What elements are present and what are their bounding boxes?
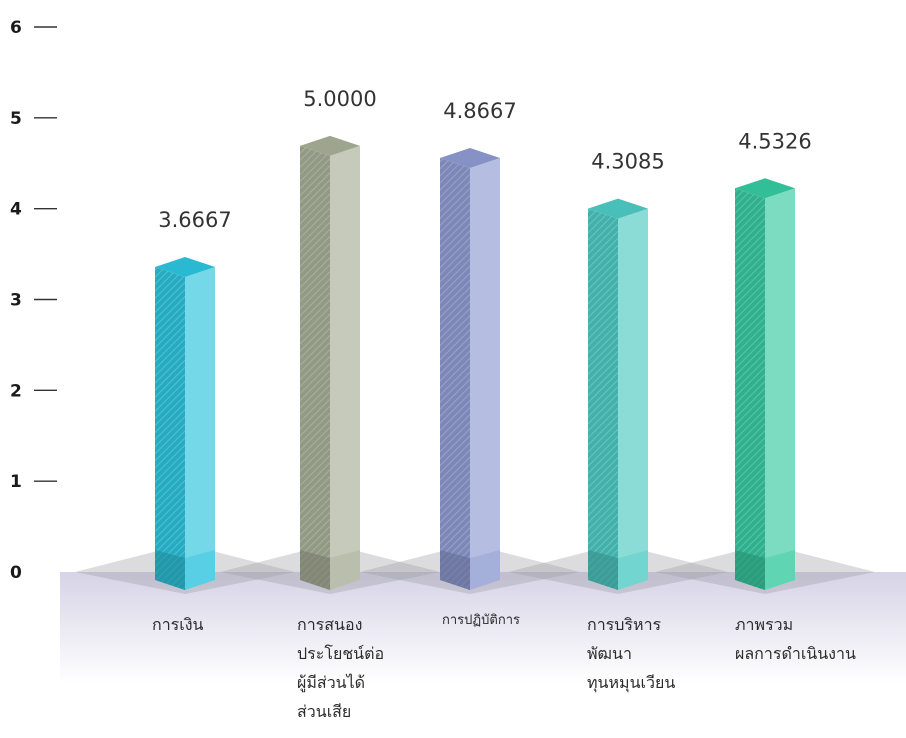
data-label: 3.6667 xyxy=(158,208,231,232)
data-label: 4.8667 xyxy=(443,99,516,123)
x-tick-label-line: ผู้มีส่วนได้ xyxy=(297,673,366,692)
x-tick-label-line: การปฏิบัติการ xyxy=(442,613,520,628)
bar-left-hatch xyxy=(735,188,765,591)
bar xyxy=(508,198,728,594)
bar-base-right xyxy=(765,550,795,590)
y-tick-label: 5 xyxy=(10,109,22,129)
x-tick-label: การเงิน xyxy=(152,610,203,639)
bar-top xyxy=(155,256,215,277)
bar-left-hatch xyxy=(155,266,185,590)
bar-base-left xyxy=(588,550,618,590)
bar-right-face xyxy=(470,157,500,591)
x-tick-label-line: การสนอง xyxy=(297,615,363,634)
y-tick-label: 1 xyxy=(10,472,22,492)
bar-base-right xyxy=(185,550,215,590)
data-label: 5.0000 xyxy=(303,87,376,111)
x-tick-label-line: ประโยชน์ต่อ xyxy=(297,644,385,663)
bar-right-face xyxy=(765,188,795,591)
bar-right-face xyxy=(185,266,215,590)
y-tick-label: 2 xyxy=(10,381,22,401)
x-tick-label-line: พัฒนา xyxy=(587,644,632,663)
x-tick-label: การสนองประโยชน์ต่อผู้มีส่วนได้ส่วนเสีย xyxy=(297,610,384,726)
bar-base-left xyxy=(300,550,330,590)
bar-base-right xyxy=(618,550,648,590)
bar xyxy=(220,135,440,594)
bar-top xyxy=(735,178,795,199)
bar-left-hatch xyxy=(300,145,330,591)
bar-right-face xyxy=(330,145,360,591)
x-tick-label: ภาพรวมผลการดำเนินงาน xyxy=(735,610,856,668)
bar xyxy=(655,178,875,594)
bar-top xyxy=(300,135,360,156)
x-tick-label-line: การเงิน xyxy=(152,615,204,634)
bar-base-right xyxy=(330,550,360,590)
x-tick-label-line: การบริหาร xyxy=(587,615,662,634)
x-tick-label: การบริหารพัฒนาทุนหมุนเวียน xyxy=(587,610,675,697)
bar-base-right xyxy=(470,550,500,590)
bar xyxy=(75,256,295,594)
bar-right-face xyxy=(618,208,648,590)
chart-floor xyxy=(60,572,906,684)
bar-base-left xyxy=(440,550,470,590)
bar-left-hatch xyxy=(588,208,618,590)
y-tick-label: 3 xyxy=(10,291,22,311)
y-tick-label: 6 xyxy=(10,18,22,38)
y-tick-label: 4 xyxy=(10,200,22,220)
bar-left-hatch xyxy=(440,157,470,591)
data-label: 4.3085 xyxy=(591,150,664,174)
y-tick-label: 0 xyxy=(10,563,22,583)
bar-top xyxy=(588,198,648,219)
bar-top xyxy=(440,147,500,168)
x-tick-label-line: ผลการดำเนินงาน xyxy=(735,644,856,663)
x-tick-label-line: ภาพรวม xyxy=(735,615,794,634)
x-tick-label-line: ทุนหมุนเวียน xyxy=(587,673,676,692)
bar xyxy=(360,147,580,594)
x-tick-label-line: ส่วนเสีย xyxy=(297,702,352,721)
bar-base-left xyxy=(155,550,185,590)
data-label: 4.5326 xyxy=(738,129,811,153)
bar-base-left xyxy=(735,550,765,590)
x-tick-label: การปฏิบัติการ xyxy=(442,612,520,630)
